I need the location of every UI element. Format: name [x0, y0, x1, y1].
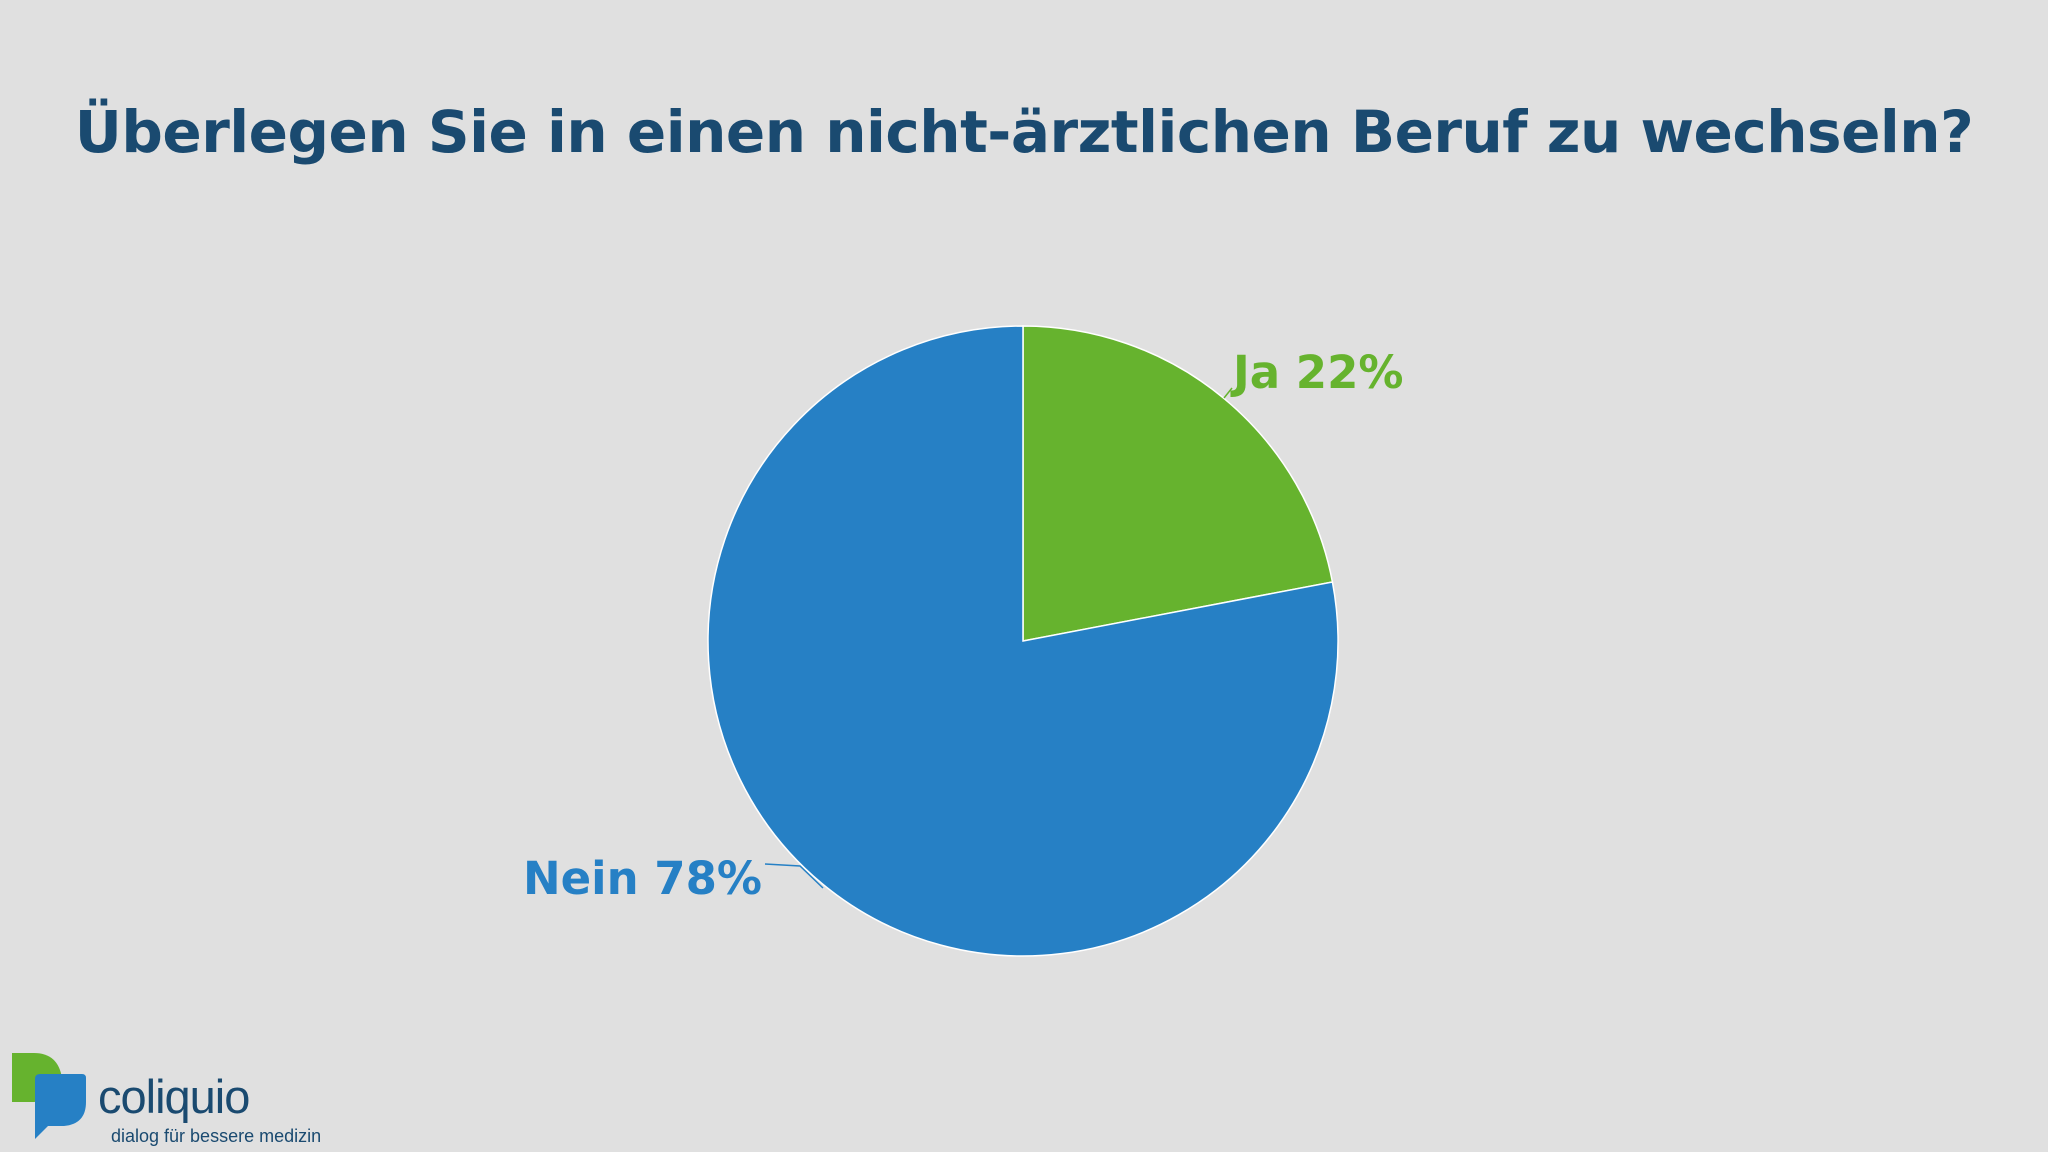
logo-icon [12, 1053, 86, 1139]
data-label-nein: Nein 78% [523, 852, 762, 905]
coliquio-logo: coliquio dialog für bessere medizin [8, 1050, 348, 1150]
pie-slice-ja [1022, 325, 1334, 642]
leader-line-nein [764, 863, 824, 889]
chart-title: Überlegen Sie in einen nicht-ärztlichen … [74, 98, 1974, 166]
pie-slice-nein [707, 325, 1339, 957]
logo-name: coliquio [98, 1070, 250, 1123]
leader-line-ja [1223, 387, 1233, 399]
data-label-ja: Ja 22% [1230, 346, 1404, 399]
logo-tagline: dialog für bessere medizin [111, 1126, 322, 1146]
